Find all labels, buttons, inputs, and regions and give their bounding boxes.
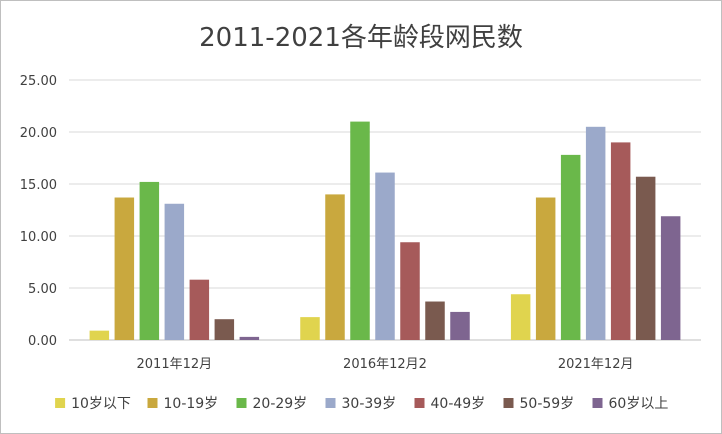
bar [300,317,320,340]
legend-item: 50-59岁 [503,396,575,412]
legend-label: 50-59岁 [520,396,575,412]
bar [535,197,556,340]
bar [560,154,581,340]
y-tick-label: 5.00 [28,282,57,297]
legend-swatch [55,398,66,408]
legend-swatch [414,398,425,408]
bar [660,216,681,340]
x-tick-label: 2011年12月 [137,357,213,372]
y-tick-label: 10.00 [20,230,57,245]
legend-swatch [236,398,247,408]
bar [164,203,185,340]
bar [400,242,420,340]
legend-item: 10岁以下 [55,396,131,412]
bar [214,319,235,340]
bar [610,142,631,340]
bar [239,336,260,340]
chart-title: 2011-2021各年龄段网民数 [199,23,523,53]
legend-label: 60岁以上 [609,396,669,412]
legend: 10岁以下 10-19岁 20-29岁 30-39岁 40-49岁 50-59岁 60岁以上 [55,396,668,412]
bar [450,311,470,340]
legend-label: 40-49岁 [431,396,486,412]
legend-label: 30-39岁 [342,396,397,412]
legend-swatch [592,398,603,408]
legend-item: 30-39岁 [325,396,397,412]
y-axis: 0.00 5.00 10.00 15.00 20.00 25.00 [20,74,57,349]
bar [189,279,210,340]
legend-swatch [147,398,158,408]
bar [89,330,110,340]
legend-swatch [325,398,336,408]
bar [375,172,395,340]
y-tick-label: 25.00 [20,74,57,89]
legend-item: 20-29岁 [236,396,308,412]
bar [510,294,531,340]
bar [425,301,445,340]
bar [350,121,370,340]
x-tick-label: 2021年12月 [558,357,634,372]
legend-label: 20-29岁 [253,396,308,412]
bar [325,194,345,340]
bar [585,126,606,340]
x-axis: 2011年12月 2016年12月2 2021年12月 [137,357,634,372]
bar [139,181,160,340]
y-tick-label: 0.00 [28,334,57,349]
y-tick-label: 20.00 [20,126,57,141]
legend-item: 40-49岁 [414,396,486,412]
legend-swatch [503,398,514,408]
legend-item: 10-19岁 [147,396,219,412]
bars [89,121,681,340]
bar [635,176,656,340]
legend-label: 10岁以下 [71,396,131,412]
x-tick-label: 2016年12月2 [343,357,427,372]
y-tick-label: 15.00 [20,178,57,193]
legend-label: 10-19岁 [164,396,219,412]
bar [114,197,135,340]
legend-item: 60岁以上 [592,396,669,412]
